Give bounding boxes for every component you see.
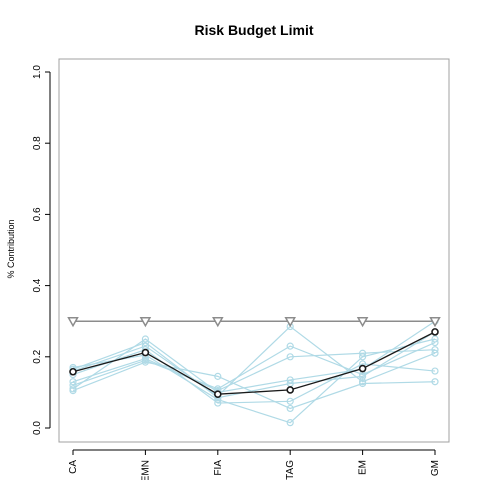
series-point: [69, 387, 77, 395]
series-point: [286, 397, 294, 405]
series-point: [286, 353, 294, 361]
series-point: [431, 367, 439, 375]
series-point: [431, 335, 439, 343]
limit-marker: [139, 316, 152, 328]
limit-layer: [67, 316, 441, 328]
x-tick-label: GM: [430, 460, 441, 476]
highlight-point: [358, 364, 367, 373]
series-layer: [69, 317, 439, 427]
y-tick-label: 0.2: [32, 349, 43, 363]
highlight-point: [214, 390, 222, 398]
y-tick-label: 0.8: [32, 136, 43, 150]
series-line: [72, 331, 436, 399]
series-point: [214, 399, 222, 407]
y-tick-label: 0.4: [32, 278, 43, 292]
series-point: [359, 372, 367, 380]
series-point: [286, 342, 294, 350]
series-line: [72, 349, 436, 392]
chart-title: Risk Budget Limit: [194, 22, 313, 38]
y-tick-label: 1.0: [32, 65, 43, 79]
y-tick-label: 0.0: [32, 421, 43, 435]
y-tick-label: 0.6: [32, 207, 43, 221]
limit-marker: [212, 316, 224, 328]
series-point: [359, 379, 367, 388]
highlight-point: [141, 348, 150, 357]
series-line: [72, 338, 436, 424]
x-tick-label: EMN: [140, 460, 151, 480]
highlight-layer: [69, 328, 439, 398]
series-line: [72, 325, 436, 397]
limit-marker: [284, 316, 296, 328]
series-point: [431, 378, 439, 386]
limit-marker: [356, 316, 369, 328]
series-point: [141, 338, 149, 347]
series-point: [214, 372, 222, 380]
x-axis: CA EMN FIA GTAG EM GM: [68, 449, 441, 480]
limit-marker: [67, 316, 79, 328]
y-axis: 0.0 0.2 0.4 0.6 0.8 1.0: [32, 65, 51, 435]
series-line: [72, 349, 436, 404]
series-line: [72, 361, 436, 410]
highlight-point: [286, 386, 295, 394]
series-point: [286, 404, 294, 413]
series-point: [286, 419, 294, 427]
highlight-point: [69, 367, 77, 376]
highlight-point: [431, 328, 439, 336]
x-tick-label: EM: [358, 460, 369, 475]
x-tick-label: FIA: [213, 460, 224, 476]
y-axis-label: % Contribution: [6, 219, 16, 278]
series-point: [69, 378, 77, 386]
series-point: [359, 349, 367, 357]
limit-marker: [429, 316, 441, 328]
x-tick-label: CA: [68, 460, 79, 474]
x-tick-label: GTAG: [285, 460, 296, 480]
highlight-line: [72, 331, 436, 395]
series-point: [431, 346, 439, 354]
plot-frame: [58, 58, 450, 443]
